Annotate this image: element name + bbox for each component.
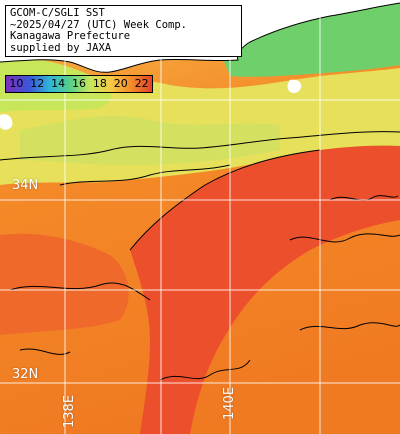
longitude-label-140e: 140E <box>222 386 237 420</box>
water-warm-current <box>130 145 400 434</box>
scale-label-18: 18 <box>92 77 107 90</box>
scale-label-12: 12 <box>30 77 45 90</box>
land-island <box>287 79 302 94</box>
land-islet <box>0 114 13 130</box>
scale-label-10: 10 <box>9 77 24 90</box>
temperature-scale: 10 12 14 16 18 20 22 <box>5 75 153 93</box>
water-cold-coastal <box>215 2 400 77</box>
map-title-box: GCOM-C/SGLI SST ~2025/04/27 (UTC) Week C… <box>5 5 242 57</box>
title-line-2: ~2025/04/27 (UTC) Week Comp. <box>10 18 188 31</box>
scale-label-14: 14 <box>51 77 66 90</box>
latitude-label-32n: 32N <box>12 367 39 382</box>
scale-label-20: 20 <box>113 77 128 90</box>
title-line-1: GCOM-C/SGLI SST <box>10 7 105 19</box>
water-cool-band-inner <box>20 115 280 165</box>
water-warm-west <box>0 233 129 335</box>
scale-label-22: 22 <box>134 77 149 90</box>
title-line-4: supplied by JAXA <box>10 41 112 54</box>
latitude-label-34n: 34N <box>12 178 39 193</box>
scale-label-16: 16 <box>72 77 86 90</box>
title-line-3: Kanagawa Prefecture <box>10 30 131 42</box>
contour-lines <box>0 2 400 381</box>
longitude-label-138e: 138E <box>62 394 77 428</box>
